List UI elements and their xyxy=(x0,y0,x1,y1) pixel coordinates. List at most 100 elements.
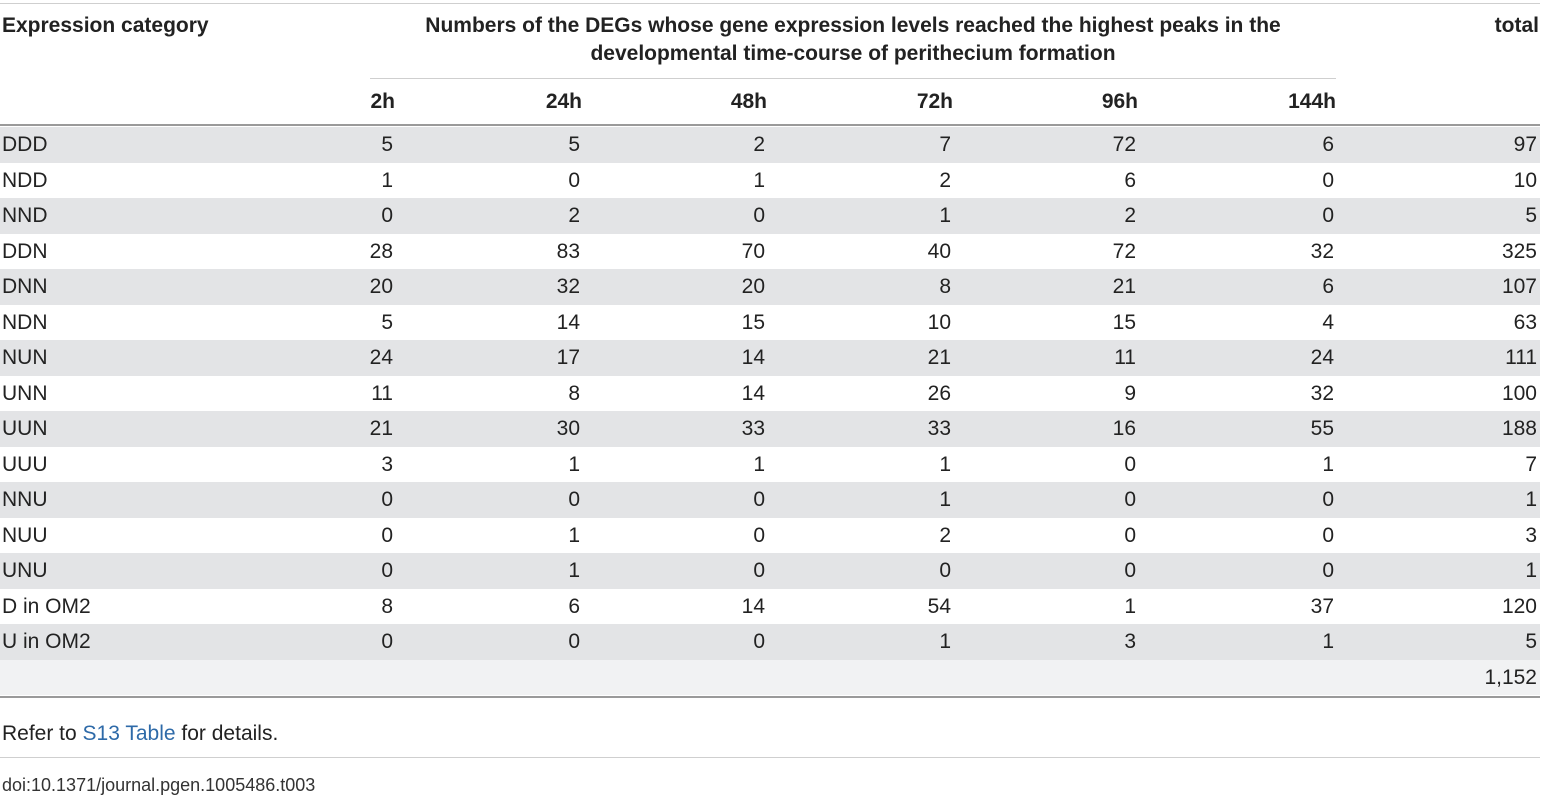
cell-24h: 30 xyxy=(556,417,580,440)
cell-48h: 2 xyxy=(753,133,765,156)
row-label: D in OM2 xyxy=(2,594,91,618)
row-label: NNU xyxy=(2,488,48,511)
table-row: NNU 0 0 0 1 0 0 1 xyxy=(0,482,1540,518)
cell-96h: 3 xyxy=(1124,630,1136,653)
cell-96h: 72 xyxy=(1112,133,1136,156)
cell-24h: 2 xyxy=(568,204,580,227)
cell-72h: 8 xyxy=(939,275,951,298)
column-header-96h: 96h xyxy=(1101,90,1138,113)
row-label: NND xyxy=(2,204,48,227)
cell-total: 1 xyxy=(1525,559,1537,582)
cell-2h: 0 xyxy=(381,204,393,227)
row-label: NDN xyxy=(2,310,48,334)
cell-2h: 5 xyxy=(381,133,393,156)
cell-72h: 40 xyxy=(927,239,951,263)
column-header-48h: 48h xyxy=(730,90,767,113)
cell-2h: 0 xyxy=(381,630,393,653)
column-header-72h: 72h xyxy=(916,90,953,113)
cell-96h: 0 xyxy=(1124,523,1136,547)
cell-48h: 33 xyxy=(741,417,765,440)
table-row: DNN 20 32 20 8 21 6 107 xyxy=(0,269,1540,305)
cell-48h: 1 xyxy=(753,168,765,192)
header-total: total xyxy=(1494,14,1539,37)
grand-total: 1,152 xyxy=(1484,665,1537,689)
cell-24h: 1 xyxy=(568,452,580,476)
table-body: DDD 5 5 2 7 72 6 97 NDD 1 0 1 2 6 0 10 NND 0 2 0 1 2 0 5 DDN 28 83… xyxy=(0,127,1540,695)
table-row: NUU 0 1 0 2 0 0 3 xyxy=(0,518,1540,554)
cell-96h: 1 xyxy=(1124,594,1136,618)
cell-144h: 0 xyxy=(1322,168,1334,192)
table-row: NDN 5 14 15 10 15 4 63 xyxy=(0,305,1540,341)
cell-72h: 1 xyxy=(939,204,951,227)
cell-72h: 1 xyxy=(939,488,951,511)
grand-total-row: 1,152 xyxy=(0,659,1540,695)
cell-96h: 0 xyxy=(1124,488,1136,511)
cell-48h: 1 xyxy=(753,452,765,476)
s13-table-link[interactable]: S13 Table xyxy=(82,722,176,745)
cell-24h: 5 xyxy=(568,133,580,156)
cell-48h: 0 xyxy=(753,204,765,227)
cell-24h: 0 xyxy=(568,488,580,511)
cell-144h: 37 xyxy=(1310,594,1334,618)
cell-96h: 9 xyxy=(1124,381,1136,405)
footnote-rule xyxy=(0,757,1540,758)
table-row: NDD 1 0 1 2 6 0 10 xyxy=(0,163,1540,199)
cell-72h: 1 xyxy=(939,630,951,653)
row-label: NDD xyxy=(2,168,48,192)
cell-2h: 28 xyxy=(369,239,393,263)
cell-24h: 0 xyxy=(568,168,580,192)
column-header-24h: 24h xyxy=(545,90,582,113)
cell-96h: 0 xyxy=(1124,452,1136,476)
cell-144h: 4 xyxy=(1322,310,1334,334)
cell-48h: 15 xyxy=(741,310,765,334)
cell-144h: 32 xyxy=(1310,381,1334,405)
cell-total: 100 xyxy=(1501,381,1537,405)
cell-2h: 5 xyxy=(381,310,393,334)
cell-total: 7 xyxy=(1525,452,1537,476)
cell-72h: 7 xyxy=(939,133,951,156)
row-label: DNN xyxy=(2,275,48,298)
cell-total: 325 xyxy=(1501,239,1537,263)
cell-96h: 21 xyxy=(1112,275,1136,298)
row-label: NUN xyxy=(2,346,48,369)
cell-24h: 1 xyxy=(568,559,580,582)
cell-72h: 1 xyxy=(939,452,951,476)
cell-48h: 0 xyxy=(753,488,765,511)
cell-2h: 1 xyxy=(381,168,393,192)
header-expression-category: Expression category xyxy=(2,14,209,37)
cell-24h: 1 xyxy=(568,523,580,547)
table-row: NND 0 2 0 1 2 0 5 xyxy=(0,198,1540,234)
table-row: UNN 11 8 14 26 9 32 100 xyxy=(0,376,1540,412)
cell-total: 97 xyxy=(1513,133,1537,156)
cell-144h: 24 xyxy=(1310,346,1334,369)
cell-total: 107 xyxy=(1501,275,1537,298)
cell-24h: 8 xyxy=(568,381,580,405)
cell-total: 5 xyxy=(1525,630,1537,653)
footnote-prefix: Refer to xyxy=(2,722,83,745)
cell-144h: 0 xyxy=(1322,523,1334,547)
table-row: UNU 0 1 0 0 0 0 1 xyxy=(0,553,1540,589)
row-label: U in OM2 xyxy=(2,630,91,653)
cell-24h: 83 xyxy=(556,239,580,263)
cell-96h: 0 xyxy=(1124,559,1136,582)
cell-96h: 6 xyxy=(1124,168,1136,192)
cell-72h: 2 xyxy=(939,168,951,192)
cell-96h: 16 xyxy=(1112,417,1136,440)
row-label: UNN xyxy=(2,381,48,405)
cell-total: 3 xyxy=(1525,523,1537,547)
cell-48h: 14 xyxy=(741,381,765,405)
cell-72h: 54 xyxy=(927,594,951,618)
header-time-course-span: Numbers of the DEGs whose gene expressio… xyxy=(425,14,1281,65)
cell-48h: 0 xyxy=(753,559,765,582)
cell-24h: 14 xyxy=(556,310,580,334)
cell-72h: 0 xyxy=(939,559,951,582)
cell-48h: 14 xyxy=(741,594,765,618)
column-header-2h: 2h xyxy=(370,90,395,113)
cell-total: 188 xyxy=(1501,417,1537,440)
table-row: D in OM2 8 6 14 54 1 37 120 xyxy=(0,589,1540,625)
cell-96h: 2 xyxy=(1124,204,1136,227)
table-row: U in OM2 0 0 0 1 3 1 5 xyxy=(0,624,1540,660)
table-row: DDD 5 5 2 7 72 6 97 xyxy=(0,127,1540,163)
cell-72h: 2 xyxy=(939,523,951,547)
cell-total: 5 xyxy=(1525,204,1537,227)
